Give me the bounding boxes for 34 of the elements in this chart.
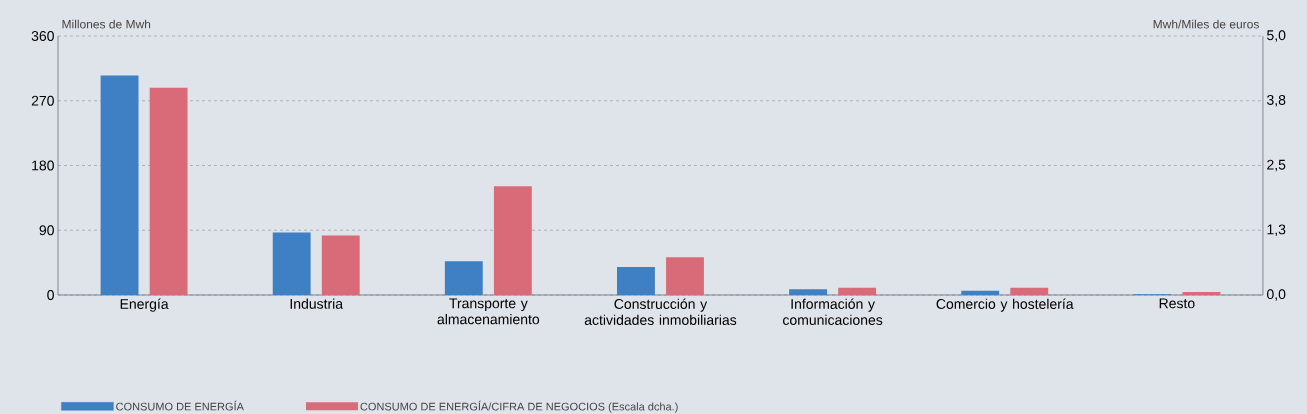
legend-label: CONSUMO DE ENERGÍA — [116, 400, 244, 411]
y2-tick-label: 2,5 — [1267, 159, 1286, 172]
bar — [100, 75, 139, 295]
x-tick-label: Información y comunicaciones — [783, 298, 883, 325]
y2-axis-title: Mwh/Miles de euros — [1153, 19, 1259, 29]
bar — [617, 266, 655, 295]
y-tick-label: 360 — [31, 31, 54, 41]
bar — [321, 235, 360, 295]
y-axis-title: Millones de Mwh — [62, 19, 151, 29]
bar — [666, 257, 704, 295]
bar — [444, 261, 483, 295]
x-tick-label: Resto — [1159, 298, 1195, 309]
bar — [789, 289, 828, 295]
bar — [493, 186, 532, 295]
y2-tick-label: 0,0 — [1267, 289, 1286, 301]
legend-label: CONSUMO DE ENERGÍA/CIFRA DE NEGOCIOS (Escala dcha.) — [360, 400, 678, 413]
x-tick-label: Construcción y actividades inmobiliarias — [584, 298, 737, 325]
x-tick-label: Transporte y almacenamiento — [437, 298, 540, 325]
bar — [272, 232, 311, 295]
y-tick-label: 270 — [31, 95, 54, 106]
bar — [1010, 287, 1049, 295]
x-tick-label: Comercio y hostelería — [936, 298, 1074, 312]
y2-tick-label: 5,0 — [1267, 30, 1286, 42]
x-tick-label: Industria — [290, 298, 344, 309]
y2-tick-label: 1,3 — [1267, 224, 1286, 237]
y-tick-label: 90 — [39, 225, 54, 236]
bar — [1182, 291, 1221, 295]
y-tick-label: 180 — [32, 160, 54, 171]
bar — [838, 287, 877, 295]
bar — [961, 290, 1000, 295]
y2-tick-label: 3,8 — [1267, 94, 1286, 107]
y-tick-label: 0 — [47, 290, 54, 300]
bar — [149, 87, 188, 295]
x-tick-label: Energía — [120, 298, 169, 312]
